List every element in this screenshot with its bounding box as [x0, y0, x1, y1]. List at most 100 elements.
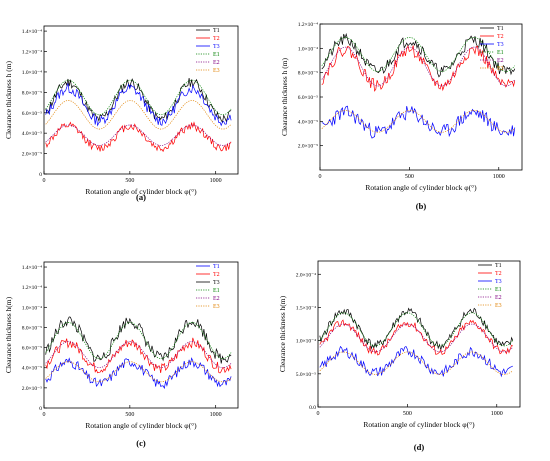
y-tick-label: 8.0×10⁻⁵	[22, 90, 42, 96]
y-tick-label: 6.0×10⁻⁵	[298, 95, 318, 101]
chart-panel-4: 0.0 5.0×10⁻⁵ 1.0×10⁻⁴ 1.5×10⁻⁴ 2.0×10⁻⁴ 0 500 1…	[278, 260, 521, 452]
x-tick-label: 500	[405, 174, 414, 180]
plot-frame	[43, 25, 239, 175]
legend-label-t1: T1	[497, 26, 504, 32]
series-line-e3	[321, 110, 516, 133]
x-tick-label: 500	[403, 411, 412, 417]
y-tick-label: 4.0×10⁻⁵	[22, 366, 42, 372]
series-line-t3	[319, 345, 513, 378]
y-tick-label: 1.0×10⁻⁴	[298, 46, 318, 52]
series-line-e3	[45, 100, 232, 130]
legend-label-t1: T1	[495, 263, 502, 269]
legend-label-e1: E1	[213, 52, 220, 58]
legend-label-t2: T2	[495, 271, 502, 277]
legend-label-e3: E3	[213, 68, 220, 74]
legend-label-t1: T1	[213, 28, 220, 34]
x-tick-label: 0	[43, 412, 46, 418]
legend-label-e1: E1	[495, 287, 502, 293]
y-axis-label: Clearance thickness h(m)	[4, 296, 13, 373]
x-tick-label: 1000	[210, 412, 222, 418]
series-line-e1	[45, 79, 232, 116]
y-tick-label: 2.0×10⁻⁴	[296, 272, 316, 278]
y-tick-label: 1.0×10⁻⁴	[296, 339, 316, 345]
y-tick-label: 4.0×10⁻⁵	[298, 119, 318, 125]
legend-label-t3: T3	[213, 280, 220, 286]
legend-label-t3: T3	[497, 42, 504, 48]
series-line-t3	[321, 105, 516, 139]
y-tick-label: 8.0×10⁻⁵	[298, 71, 318, 77]
series-line-e3	[319, 351, 514, 375]
panel-caption: (a)	[136, 192, 146, 202]
y-tick-label: 0	[39, 406, 42, 412]
chart-panel-1: 0 2.0×10⁻⁵ 4.0×10⁻⁵ 6.0×10⁻⁵ 8.0×10⁻⁵ 1.0×10⁻…	[4, 25, 239, 202]
series-line-t3	[45, 316, 232, 364]
legend-label-e1: E1	[497, 50, 504, 56]
x-axis-label: Rotation angle of cylinder block φ(°)	[365, 183, 477, 192]
panel-caption: (c)	[136, 438, 146, 448]
legend-label-t1: T1	[213, 264, 220, 270]
x-tick-label: 500	[125, 412, 134, 418]
panel-caption: (b)	[416, 201, 427, 211]
x-axis-label: Rotation angle of cylinder block φ(°)	[363, 420, 475, 429]
plot-frame	[317, 260, 521, 408]
legend-label-t2: T2	[213, 36, 220, 42]
series-line-e2	[319, 323, 514, 353]
series-line-t2	[45, 337, 232, 374]
series-line-t1	[45, 357, 232, 390]
y-tick-label: 1.2×10⁻⁴	[298, 22, 318, 28]
legend-label-e2: E2	[495, 295, 502, 301]
y-tick-label: 2.0×10⁻⁵	[298, 144, 318, 150]
x-tick-label: 0	[43, 178, 46, 184]
series-line-t1	[321, 32, 516, 78]
y-tick-label: 0.0	[309, 405, 316, 411]
plot-frame	[43, 261, 239, 409]
series-line-t1	[45, 77, 232, 124]
x-tick-label: 1000	[491, 411, 503, 417]
x-tick-label: 500	[125, 178, 134, 184]
legend-label-t3: T3	[495, 279, 502, 285]
y-tick-label: 8.0×10⁻⁵	[22, 325, 42, 331]
x-tick-label: 0	[317, 411, 320, 417]
y-tick-label: 6.0×10⁻⁵	[22, 346, 42, 352]
legend-label-t2: T2	[213, 272, 220, 278]
x-axis-label: Rotation angle of cylinder block φ(°)	[85, 421, 197, 430]
y-tick-label: 2.0×10⁻⁵	[22, 386, 42, 392]
legend-label-e2: E2	[213, 60, 220, 66]
series-line-e2	[45, 124, 232, 146]
series-line-e2	[321, 46, 516, 87]
y-tick-label: 1.2×10⁻⁴	[22, 285, 42, 291]
legend-label-e3: E3	[497, 66, 504, 72]
x-tick-label: 1000	[210, 178, 222, 184]
y-axis-label: Clearance thickness h (m)	[280, 57, 289, 136]
y-tick-label: 5.0×10⁻⁵	[296, 372, 316, 378]
series-line-e1	[45, 322, 232, 360]
y-tick-label: 1.5×10⁻⁴	[296, 305, 316, 311]
x-tick-label: 0	[319, 174, 322, 180]
legend-label-e2: E2	[497, 58, 504, 64]
y-tick-label: 1.4×10⁻⁴	[22, 29, 42, 35]
legend-label-t3: T3	[213, 44, 220, 50]
legend-label-e3: E3	[213, 304, 220, 310]
y-tick-label: 1.0×10⁻⁴	[22, 70, 42, 76]
panel-caption: (d)	[414, 442, 425, 452]
y-axis-label: Clearance thickness h(m)	[278, 295, 287, 372]
series-line-e2	[45, 341, 232, 369]
x-axis-label: Rotation angle of cylinder block φ(°)	[85, 187, 197, 196]
chart-panel-2: 2.0×10⁻⁵ 4.0×10⁻⁵ 6.0×10⁻⁵ 8.0×10⁻⁵ 1.0×10⁻⁴…	[280, 22, 523, 211]
legend-label-e2: E2	[213, 296, 220, 302]
series-line-e1	[321, 37, 516, 72]
x-tick-label: 1000	[493, 174, 505, 180]
legend-label-e3: E3	[495, 303, 502, 309]
series-line-t2	[321, 45, 516, 92]
y-tick-label: 2.0×10⁻⁵	[22, 152, 42, 158]
series-line-t2	[319, 319, 513, 356]
chart-panel-3: 0 2.0×10⁻⁵ 4.0×10⁻⁵ 6.0×10⁻⁵ 8.0×10⁻⁵ 1.0×10⁻…	[4, 261, 239, 448]
y-tick-label: 1.0×10⁻⁴	[22, 305, 42, 311]
legend-label-e1: E1	[213, 288, 220, 294]
y-tick-label: 6.0×10⁻⁵	[22, 111, 42, 117]
legend-label-t2: T2	[497, 34, 504, 40]
series-line-t3	[45, 83, 232, 127]
y-tick-label: 4.0×10⁻⁵	[22, 131, 42, 137]
y-tick-label: 1.4×10⁻⁴	[22, 265, 42, 271]
